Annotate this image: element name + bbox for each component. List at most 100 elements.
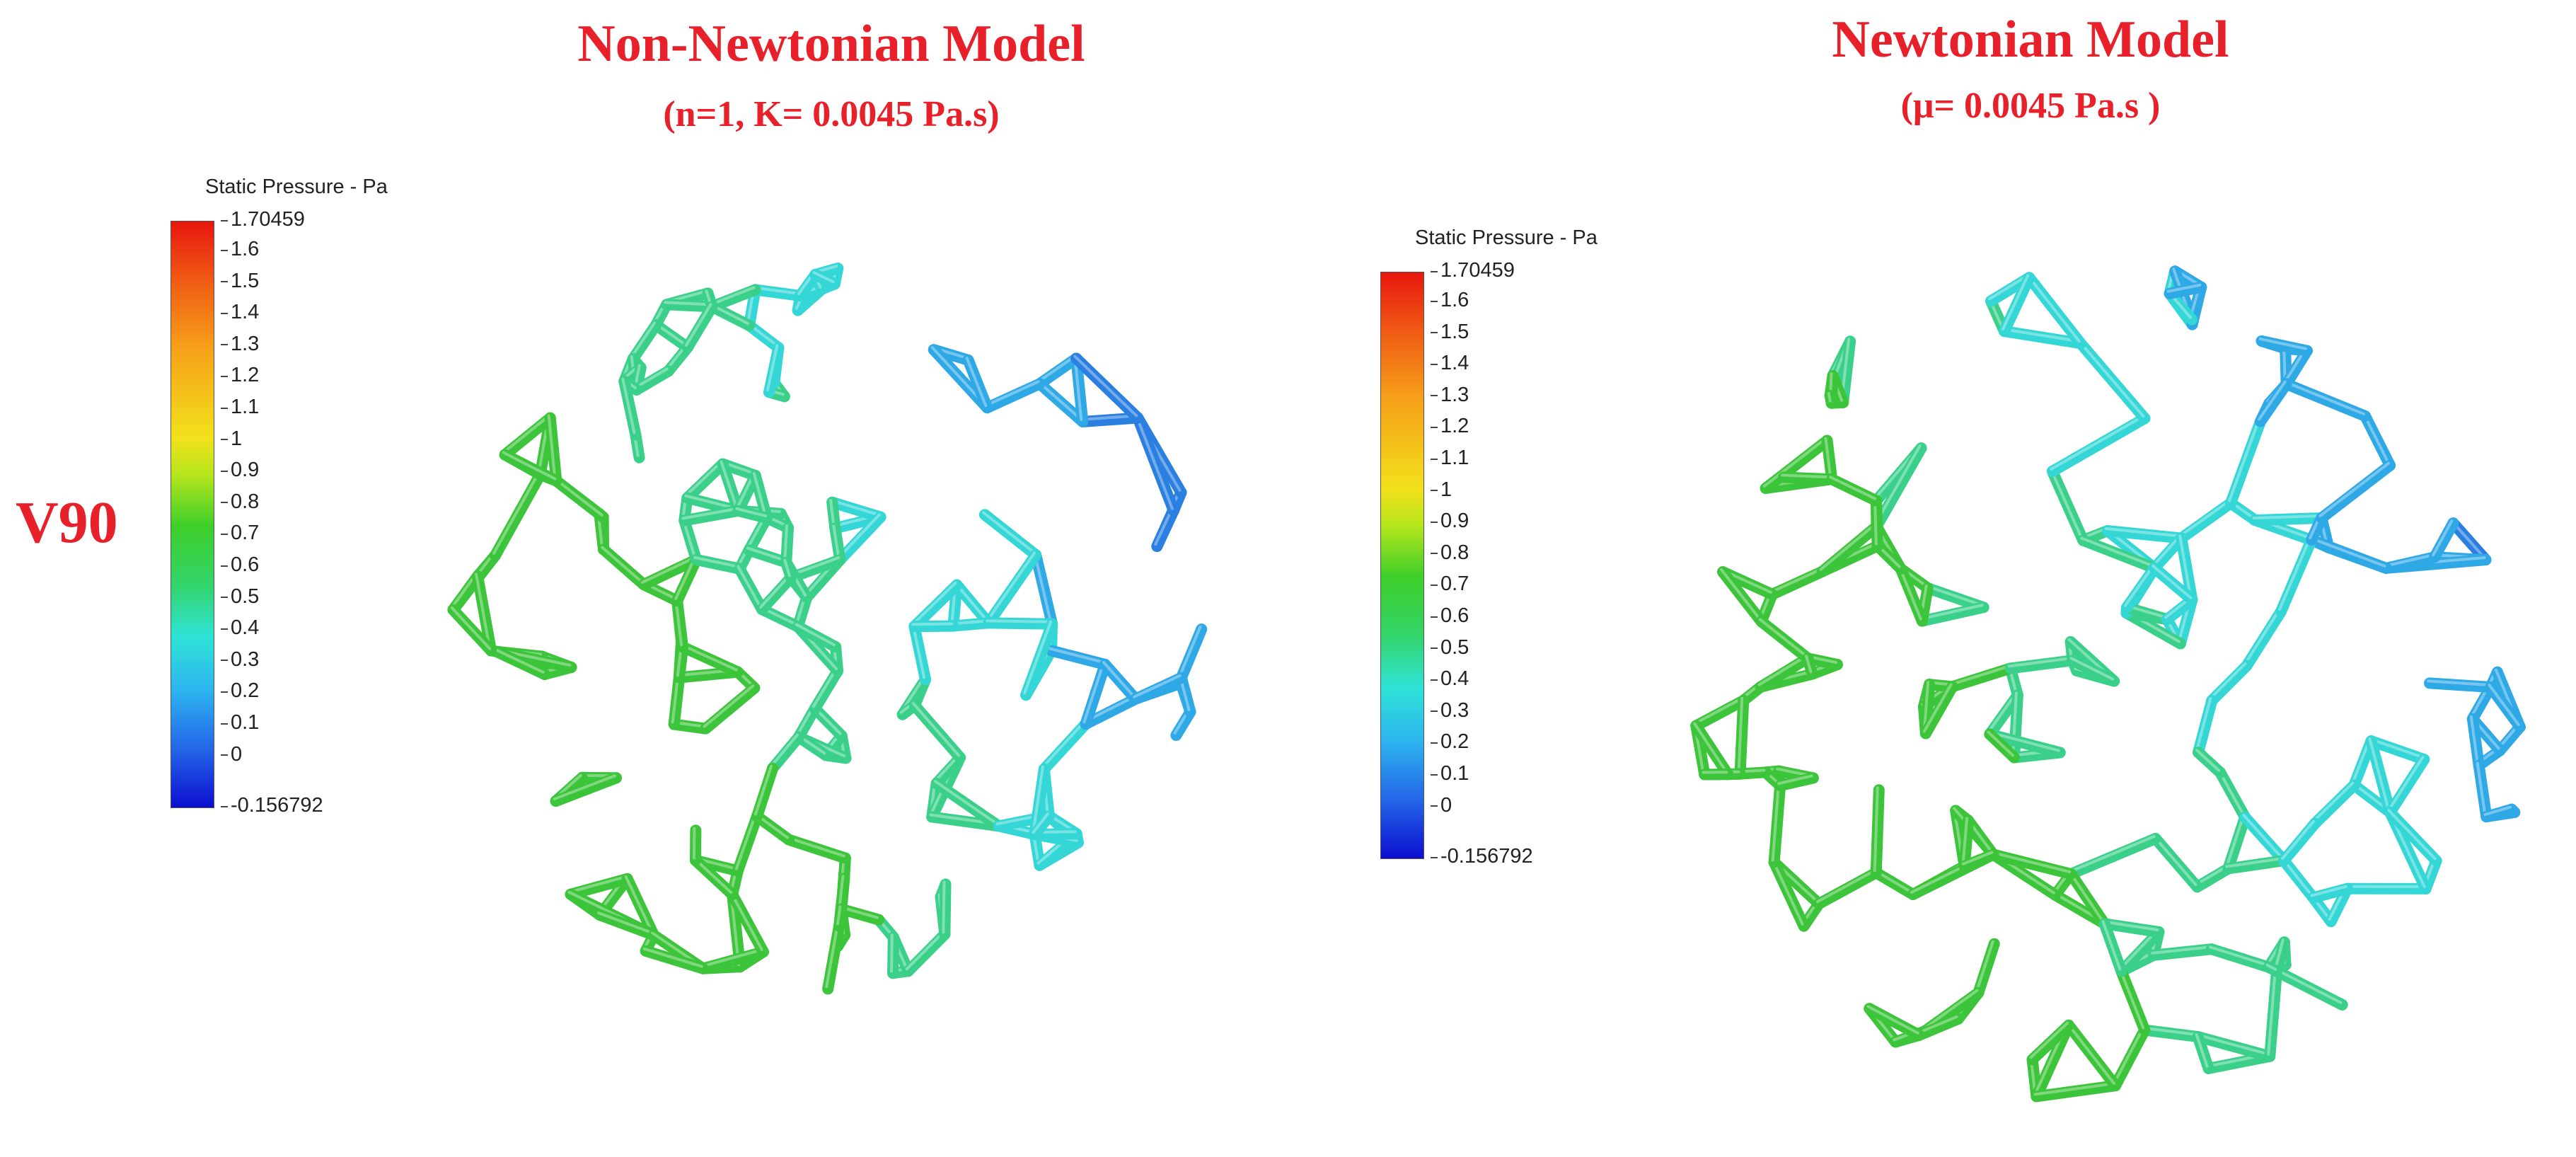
scaffold-strut-highlight: [2101, 920, 2159, 932]
scaffold-strut-highlight: [2309, 536, 2386, 568]
scaffold-strut: [637, 553, 703, 591]
scaffold-strut: [2278, 817, 2321, 867]
scaffold-strut: [671, 553, 703, 607]
scaffold-strut-highlight: [2387, 809, 2437, 860]
scaffold-strut: [947, 617, 995, 632]
scaffold-strut-highlight: [752, 286, 801, 295]
legend-title: Static Pressure - Pa: [1415, 226, 1598, 249]
scaffold-strut-highlight: [2194, 865, 2229, 887]
scaffold-strut-highlight: [2178, 534, 2193, 599]
legend-tick-label: 0.4: [220, 616, 260, 640]
scaffold-strut: [1080, 658, 1111, 730]
scaffold-strut: [2205, 943, 2275, 973]
scaffold-strut: [783, 834, 851, 864]
scaffold-strut: [1151, 505, 1179, 552]
scaffold-strut-highlight: [837, 513, 881, 560]
scaffold-strut: [2121, 562, 2161, 614]
scaffold-strut-highlight: [2208, 945, 2269, 967]
legend-tick-label: 1: [220, 427, 243, 450]
scaffold-strut: [1984, 728, 2066, 759]
scaffold-strut: [1690, 720, 1734, 781]
scaffold-strut: [743, 512, 773, 556]
scaffold-strut-highlight: [2049, 415, 2145, 471]
scaffold-strut-highlight: [1769, 568, 1823, 594]
legend-tick-label: 0: [220, 742, 243, 766]
scaffold-strut: [1766, 565, 1828, 600]
scaffold-strut: [2176, 532, 2198, 606]
scaffold-strut: [1777, 471, 1838, 485]
scaffold-strut-highlight: [783, 524, 789, 562]
scaffold-strut-highlight: [1771, 782, 1781, 862]
scaffold-strut: [1768, 780, 1786, 868]
scaffold-strut-highlight: [2362, 412, 2391, 465]
scaffold-strut-highlight: [633, 367, 669, 389]
scaffold-strut: [2222, 855, 2290, 875]
scaffold-strut: [1826, 473, 1883, 507]
legend-tick-label: -0.156792: [1431, 845, 1533, 868]
scaffold-strut: [1871, 495, 1883, 552]
scaffold-strut-highlight: [2225, 813, 2246, 868]
scaffold-strut: [2031, 1080, 2122, 1103]
scaffold-strut: [2065, 868, 2110, 930]
scaffold-strut: [2384, 807, 2442, 867]
scaffold-strut-highlight: [2077, 340, 2145, 418]
scaffold-strut-highlight: [1819, 522, 1877, 571]
scaffold-strut-highlight: [2033, 1082, 2116, 1096]
scaffold-strut-highlight: [1815, 869, 1876, 904]
scaffold-strut-highlight: [1949, 664, 2011, 686]
left-panel-subtitle: (n=1, K= 0.0045 Pa.s): [663, 94, 1000, 134]
scaffold-strut-highlight: [674, 556, 697, 601]
scaffold-strut: [2447, 517, 2492, 566]
scaffold-strut-highlight: [933, 780, 999, 826]
scaffold-strut-highlight: [2278, 536, 2312, 611]
scaffold-strut-highlight: [493, 647, 545, 674]
scaffold-strut-highlight: [2483, 805, 2512, 817]
scaffold-strut: [1020, 618, 1058, 701]
scaffold-strut: [2360, 410, 2396, 471]
scaffold-strut: [1919, 681, 1958, 739]
scaffold-strut: [1734, 694, 1750, 780]
scaffold-strut-highlight: [1829, 476, 1877, 500]
scaffold-strut-highlight: [2152, 835, 2197, 887]
legend-tick-label: 1.70459: [221, 208, 305, 231]
scaffold-strut-highlight: [624, 875, 654, 935]
scaffold-strut-highlight: [2427, 679, 2491, 686]
scaffold-strut-highlight: [502, 414, 550, 454]
scaffold-strut-highlight: [984, 380, 1040, 408]
scaffold-strut: [2193, 747, 2226, 778]
scaffold-strut: [2256, 335, 2313, 357]
scaffold-strut: [1895, 563, 1928, 627]
scaffold-strut: [2380, 551, 2441, 574]
scaffold-strut-highlight: [601, 546, 644, 585]
scaffold-strut: [1030, 549, 1058, 630]
scaffold-strut: [1130, 672, 1187, 705]
legend-tick-label: 1.70459: [1431, 259, 1515, 282]
scaffold-strut-highlight: [2195, 1033, 2270, 1056]
scaffold-strut: [1029, 810, 1055, 841]
scaffold-strut-highlight: [2007, 657, 2073, 668]
scaffold-strut-highlight: [2026, 274, 2081, 343]
scaffold-strut: [2098, 918, 2127, 977]
scaffold-strut: [1175, 623, 1208, 684]
scaffold-strut: [2280, 378, 2372, 422]
scaffold-strut: [706, 301, 756, 332]
scaffold-strut-highlight: [2217, 769, 2246, 817]
scaffold-strut: [1987, 848, 2077, 880]
legend-tick-label: -0.156792: [221, 794, 323, 817]
scaffold-strut: [2191, 863, 2234, 893]
scaffold-strut: [1080, 693, 1142, 730]
scaffold-strut: [734, 563, 768, 616]
scaffold-strut: [2077, 534, 2161, 574]
colorbar: [171, 221, 214, 808]
scaffold-strut-highlight: [1178, 626, 1202, 677]
scaffold-strut: [627, 319, 662, 365]
scaffold-strut: [767, 731, 804, 774]
scaffold-strut: [2115, 965, 2151, 1036]
scaffold-strut-highlight: [1133, 674, 1182, 698]
scaffold-strut: [2009, 689, 2023, 764]
scaffold-strut-highlight: [986, 551, 1036, 623]
scaffold-strut-highlight: [1873, 444, 1922, 526]
scaffold-strut-highlight: [2066, 1021, 2116, 1086]
scaffold-strut-highlight: [1777, 774, 1813, 785]
scaffold-strut: [598, 543, 649, 591]
